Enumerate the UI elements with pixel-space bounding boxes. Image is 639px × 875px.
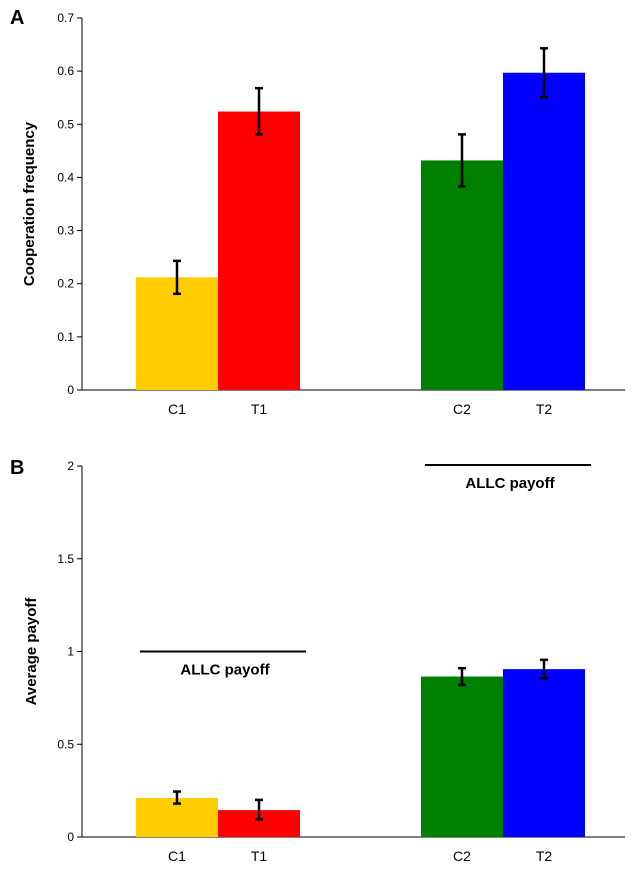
y-tick-label: 0.5 — [57, 117, 74, 131]
y-tick-label: 0.7 — [57, 11, 74, 25]
y-axis-title: Cooperation frequency — [21, 121, 38, 286]
allc-payoff-label: ALLC payoff — [465, 475, 555, 492]
y-tick-label: 0.1 — [57, 330, 74, 344]
bar-C1 — [136, 277, 218, 390]
y-tick-label: 0 — [67, 383, 74, 397]
category-label-T1: T1 — [251, 848, 268, 864]
y-tick-label: 0.6 — [57, 64, 74, 78]
y-tick-label: 1.5 — [57, 552, 74, 566]
bar-C2 — [421, 676, 503, 837]
category-label-T1: T1 — [251, 401, 268, 417]
y-tick-label: 0.5 — [57, 737, 74, 751]
y-tick-label: 2 — [67, 459, 74, 473]
y-tick-label: 0.2 — [57, 277, 74, 291]
panel-label: B — [10, 457, 24, 479]
allc-payoff-label: ALLC payoff — [180, 662, 270, 679]
y-tick-label: 0.4 — [57, 170, 74, 184]
category-label-C1: C1 — [168, 401, 186, 417]
category-label-T2: T2 — [536, 848, 553, 864]
panel-label: A — [10, 7, 24, 29]
bar-T1 — [218, 111, 300, 390]
bar-C2 — [421, 160, 503, 390]
y-tick-label: 1 — [67, 645, 74, 659]
y-axis-title: Average payoff — [23, 597, 40, 706]
category-label-C1: C1 — [168, 848, 186, 864]
category-label-T2: T2 — [536, 401, 553, 417]
category-label-C2: C2 — [453, 401, 471, 417]
bar-T2 — [503, 669, 585, 837]
bar-T2 — [503, 72, 585, 390]
y-tick-label: 0 — [67, 830, 74, 844]
category-label-C2: C2 — [453, 848, 471, 864]
y-tick-label: 0.3 — [57, 224, 74, 238]
